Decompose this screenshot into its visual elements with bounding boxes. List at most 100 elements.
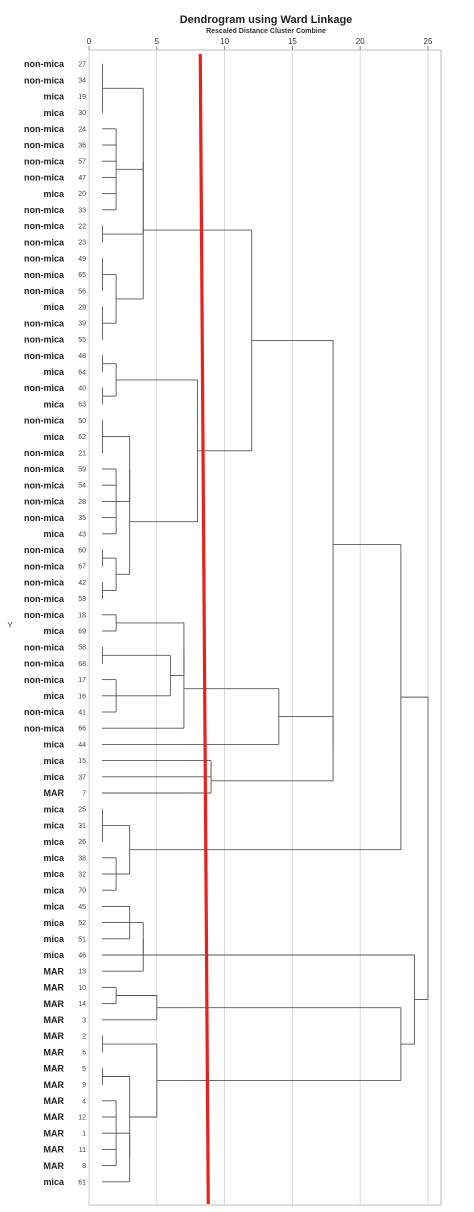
- leaf-id: 27: [78, 62, 86, 69]
- leaf-id: 29: [78, 305, 86, 312]
- leaf-id: 44: [78, 742, 86, 749]
- leaf-label: non-mica: [24, 561, 65, 571]
- leaf-label: non-mica: [24, 675, 65, 685]
- leaf-id: 35: [78, 515, 86, 522]
- leaf-id: 14: [78, 1001, 86, 1008]
- leaf-id: 42: [78, 580, 86, 587]
- x-tick-label: 15: [288, 37, 297, 46]
- leaf-id: 5: [82, 1066, 86, 1073]
- leaf-id: 21: [78, 450, 86, 457]
- leaf-label: non-mica: [24, 383, 65, 393]
- leaf-label: MAR: [44, 1161, 65, 1171]
- leaf-id: 43: [78, 531, 86, 538]
- leaf-label: non-mica: [24, 659, 65, 669]
- leaf-label: mica: [43, 691, 65, 701]
- leaf-id: 11: [79, 1147, 86, 1154]
- leaf-label: non-mica: [24, 318, 65, 328]
- leaf-id: 69: [78, 629, 86, 636]
- chart-subtitle: Rescaled Distance Cluster Combine: [206, 28, 326, 35]
- leaf-id: 55: [78, 337, 86, 344]
- x-tick-label: 20: [356, 37, 365, 46]
- leaf-id: 33: [78, 207, 86, 214]
- leaf-id: 53: [78, 596, 86, 603]
- leaf-id: 56: [78, 288, 86, 295]
- leaf-label: non-mica: [24, 497, 65, 507]
- leaf-id: 22: [78, 224, 86, 231]
- x-axis-ticks: 0 5 10 15 20 25: [87, 37, 433, 50]
- leaf-id: 20: [78, 191, 86, 198]
- leaf-id: 19: [78, 94, 86, 101]
- leaf-id: 23: [78, 240, 86, 247]
- leaf-label: MAR: [44, 966, 65, 976]
- leaf-label: non-mica: [24, 707, 65, 717]
- leaf-label: MAR: [44, 1096, 65, 1106]
- leaf-id: 62: [78, 434, 86, 441]
- leaf-id: 47: [78, 175, 86, 182]
- leaf-label: mica: [43, 885, 65, 895]
- leaf-label: MAR: [44, 1145, 65, 1155]
- leaf-label: MAR: [44, 1047, 65, 1057]
- leaf-label: non-mica: [24, 480, 65, 490]
- x-tick-label: 25: [424, 37, 433, 46]
- leaf-label: non-mica: [24, 610, 65, 620]
- leaf-id: 61: [78, 1179, 86, 1186]
- plot-area: [88, 49, 442, 1206]
- leaf-label: mica: [43, 1177, 65, 1187]
- leaf-label: MAR: [44, 983, 65, 993]
- leaf-label: MAR: [44, 999, 65, 1009]
- leaf-id: 1: [82, 1131, 86, 1138]
- leaf-label: mica: [43, 821, 65, 831]
- leaf-label: non-mica: [24, 594, 65, 604]
- leaf-id: 60: [78, 548, 86, 555]
- gridlines: [88, 50, 429, 1205]
- leaf-label: non-mica: [24, 237, 65, 247]
- leaf-id: 38: [78, 855, 86, 862]
- leaf-label: mica: [43, 92, 65, 102]
- cut-line: [198, 53, 210, 1205]
- leaf-id: 70: [78, 888, 86, 895]
- leaf-label: MAR: [44, 788, 65, 798]
- leaf-label: MAR: [44, 1128, 65, 1138]
- leaf-id: 16: [78, 693, 86, 700]
- leaf-id: 48: [78, 353, 86, 360]
- leaf-id: 15: [78, 758, 86, 765]
- leaf-id: 57: [78, 159, 86, 166]
- leaf-label: mica: [43, 869, 65, 879]
- leaf-label: mica: [43, 950, 65, 960]
- x-tick-label: 5: [155, 37, 160, 46]
- leaf-id: 37: [78, 774, 86, 781]
- leaf-label: non-mica: [24, 221, 65, 231]
- leaf-id: 3: [82, 1017, 86, 1024]
- leaf-label: mica: [43, 756, 65, 766]
- leaf-label: mica: [43, 902, 65, 912]
- leaf-id: 41: [78, 710, 86, 717]
- leaf-label: non-mica: [24, 578, 65, 588]
- leaf-label: non-mica: [24, 124, 65, 134]
- leaf-id: 10: [78, 985, 86, 992]
- leaf-id: 58: [78, 645, 86, 652]
- leaf-label: non-mica: [24, 270, 65, 280]
- leaf-id: 17: [78, 677, 86, 684]
- leaf-label: mica: [43, 108, 65, 118]
- leaf-id: 65: [78, 272, 86, 279]
- leaf-id: 63: [78, 402, 86, 409]
- leaf-id: 49: [78, 256, 86, 263]
- chart-title: Dendrogram using Ward Linkage: [180, 14, 353, 26]
- leaf-label: non-mica: [24, 513, 65, 523]
- leaf-label: non-mica: [24, 464, 65, 474]
- leaf-id: 51: [78, 936, 86, 943]
- leaf-id: 50: [78, 418, 86, 425]
- leaf-id: 31: [78, 823, 86, 830]
- leaf-id: 67: [78, 564, 86, 571]
- leaf-label: mica: [43, 367, 65, 377]
- leaf-label: mica: [43, 302, 65, 312]
- leaf-label: mica: [43, 432, 65, 442]
- leaf-label: MAR: [44, 1112, 65, 1122]
- leaf-id: 26: [78, 839, 86, 846]
- leaf-label: non-mica: [24, 723, 65, 733]
- leaf-id: 64: [78, 369, 86, 376]
- leaf-label: MAR: [44, 1080, 65, 1090]
- leaf-id: 8: [82, 1163, 86, 1170]
- leaf-label: non-mica: [24, 140, 65, 150]
